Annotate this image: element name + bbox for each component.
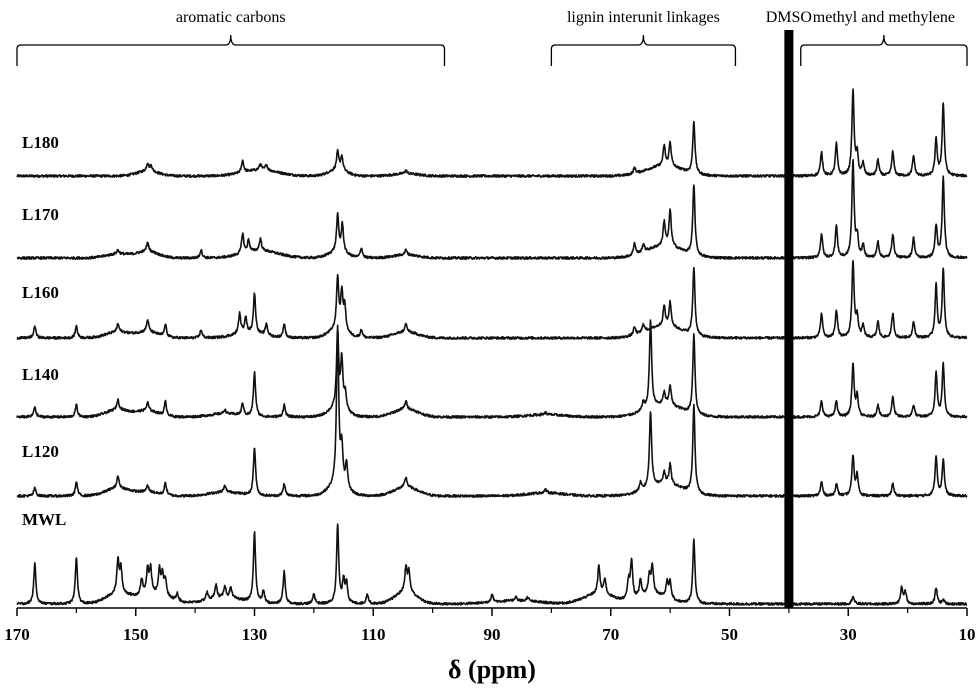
spectrum-l140: [16, 319, 968, 419]
region-brackets: aromatic carbons lignin interunit linkage…: [16, 9, 968, 66]
x-tick-label-30: 30: [840, 625, 857, 644]
series-label-l170: L170: [22, 205, 59, 224]
region-label-0: aromatic carbons: [176, 9, 286, 26]
x-axis: 170 150 130 110 90 70 50 30 10: [4, 607, 976, 644]
spectrum-l180: [16, 88, 968, 178]
x-tick-label-10: 10: [959, 625, 976, 644]
bracket-1: [550, 34, 737, 66]
bracket-0: [16, 34, 446, 66]
series-label-l180: L180: [22, 133, 59, 152]
x-axis-label: δ (ppm): [448, 655, 536, 684]
x-tick-label-70: 70: [602, 625, 619, 644]
x-tick-label-50: 50: [721, 625, 738, 644]
series-label-l120: L120: [22, 442, 59, 461]
series-label-l140: L140: [22, 365, 59, 384]
x-tick-label-130: 130: [242, 625, 268, 644]
bracket-2: [800, 34, 968, 66]
spectrum-l160: [16, 259, 968, 340]
dmso-marker: DMSO: [766, 9, 812, 608]
x-tick-label-150: 150: [123, 625, 149, 644]
spectrum-mwl: [16, 523, 968, 606]
spectrum-l120: [16, 324, 968, 498]
x-tick-label-170: 170: [4, 625, 30, 644]
region-label-1: lignin interunit linkages: [567, 9, 720, 26]
x-tick-label-110: 110: [361, 625, 386, 644]
series-label-l160: L160: [22, 283, 59, 302]
x-tick-label-90: 90: [484, 625, 501, 644]
dmso-label: DMSO: [766, 9, 812, 26]
spectrum-l170: [16, 158, 968, 260]
dmso-solvent-peak: [784, 30, 794, 608]
spectra-group: L180 L170 L160 L140 L120 MWL: [16, 88, 968, 606]
series-label-mwl: MWL: [22, 510, 66, 529]
region-label-2: methyl and methylene: [813, 9, 955, 26]
